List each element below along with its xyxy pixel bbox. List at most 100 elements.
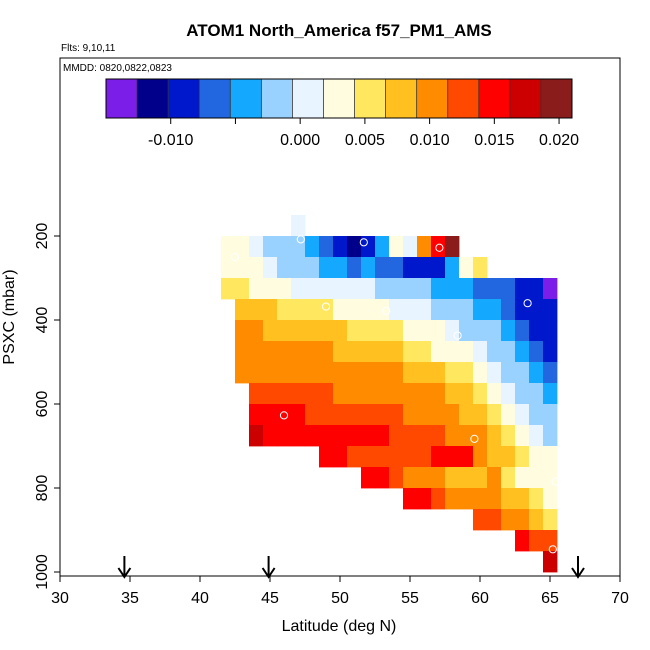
colorbar-swatch xyxy=(284,79,289,118)
heatmap-cell xyxy=(417,425,432,447)
y-tick-label: 600 xyxy=(34,391,51,418)
heatmap-cell xyxy=(459,404,474,426)
heatmap-cell xyxy=(543,383,558,405)
heatmap-cell xyxy=(235,278,250,300)
colorbar-swatch xyxy=(439,79,445,118)
heatmap-cell xyxy=(249,425,264,447)
colorbar-swatch xyxy=(331,79,336,118)
heatmap-cell xyxy=(305,404,320,426)
colorbar-swatch xyxy=(183,79,188,118)
colorbar-swatch xyxy=(490,79,495,118)
colorbar-swatch xyxy=(451,79,456,118)
heatmap-cell xyxy=(417,299,432,321)
heatmap-cell xyxy=(445,488,460,510)
colorbar-swatch xyxy=(261,79,266,118)
heatmap-cell xyxy=(333,236,348,258)
heatmap-cell xyxy=(431,299,446,321)
heatmap-cell xyxy=(361,320,376,342)
heatmap-cell xyxy=(501,425,516,447)
heatmap-cell xyxy=(305,299,320,321)
colorbar-swatch xyxy=(300,79,305,118)
heatmap-cell xyxy=(263,383,278,405)
heatmap-cell xyxy=(445,320,460,342)
observation-circle xyxy=(321,302,331,311)
observation-circle xyxy=(435,243,444,252)
heatmap-cell xyxy=(403,467,418,489)
heatmap-cell xyxy=(543,341,558,363)
heatmap-cell xyxy=(529,530,544,552)
colorbar-swatch xyxy=(509,79,515,118)
heatmap-cell xyxy=(375,404,390,426)
heatmap-cell xyxy=(263,299,278,321)
heatmap-cell xyxy=(473,509,488,531)
heatmap-cell xyxy=(277,257,292,279)
heatmap-cell xyxy=(277,341,292,363)
colorbar-swatch xyxy=(560,79,565,118)
heatmap-cell xyxy=(277,236,292,258)
heatmap-cell xyxy=(221,257,236,279)
heatmap-cell xyxy=(291,236,306,258)
heatmap-cell xyxy=(529,299,544,321)
colorbar-swatch xyxy=(385,79,390,118)
x-tick-label: 60 xyxy=(471,590,489,607)
heatmap-cell xyxy=(333,341,348,363)
colorbar-swatch xyxy=(121,79,126,118)
heatmap-cell xyxy=(347,404,362,426)
heatmap-cell xyxy=(417,404,432,426)
heatmap-cell xyxy=(473,467,488,489)
colorbar-swatch xyxy=(156,79,161,118)
heatmap-cell xyxy=(487,362,502,384)
heatmap-cell xyxy=(487,488,502,510)
heatmap-cell xyxy=(501,404,516,426)
heatmap-cell xyxy=(263,425,278,447)
heatmap-cell xyxy=(361,362,376,384)
observation-circle xyxy=(470,434,479,443)
heatmap-cell xyxy=(543,362,558,384)
x-tick-label: 70 xyxy=(611,590,629,607)
heatmap-cell xyxy=(487,425,502,447)
colorbar-swatch xyxy=(373,79,379,118)
colorbar-swatch xyxy=(548,79,553,118)
colorbar-swatch xyxy=(366,79,371,118)
heatmap-cell xyxy=(403,404,418,426)
heatmap-cell xyxy=(375,425,390,447)
colorbar-swatch xyxy=(327,79,332,118)
colorbar-swatch xyxy=(474,79,480,118)
x-axis: 30 35 40 45 50 55 60 65 70 xyxy=(51,575,629,607)
heatmap-cell xyxy=(445,404,460,426)
colorbar-swatch xyxy=(517,79,522,118)
heatmap-cell xyxy=(501,299,516,321)
heatmap-cell xyxy=(305,425,320,447)
colorbar-swatch xyxy=(513,79,519,118)
heatmap-cell xyxy=(445,446,460,468)
heatmap-cell xyxy=(515,278,530,300)
heatmap-cell xyxy=(487,341,502,363)
observation-circles xyxy=(230,235,569,554)
heatmap-cell xyxy=(417,467,432,489)
heatmap-cell xyxy=(263,320,278,342)
heatmap-cell xyxy=(277,278,292,300)
heatmap-cell xyxy=(501,446,516,468)
heatmap-cell xyxy=(319,383,334,405)
flights-note: Flts: 9,10,11 xyxy=(61,43,116,54)
heatmap-cell xyxy=(361,278,376,300)
heatmap-cell xyxy=(361,341,376,363)
heatmap-cell xyxy=(375,383,390,405)
heatmap-cell xyxy=(333,299,348,321)
colorbar-swatch xyxy=(494,79,499,118)
colorbar-swatch xyxy=(140,79,146,118)
heatmap-cells xyxy=(221,215,558,573)
heatmap-cell xyxy=(277,299,292,321)
colorbar-swatch xyxy=(106,79,111,118)
heatmap-cell xyxy=(487,299,502,321)
heatmap-cell xyxy=(515,509,530,531)
colorbar-swatch xyxy=(521,79,526,118)
x-tick-label: 40 xyxy=(191,590,209,607)
heatmap-cell xyxy=(501,383,516,405)
colorbar-tick-label: 0.015 xyxy=(474,132,514,149)
heatmap-cell xyxy=(459,278,474,300)
heatmap-cell xyxy=(417,383,432,405)
colorbar-swatch xyxy=(428,79,433,118)
colorbar-swatch xyxy=(137,79,142,118)
